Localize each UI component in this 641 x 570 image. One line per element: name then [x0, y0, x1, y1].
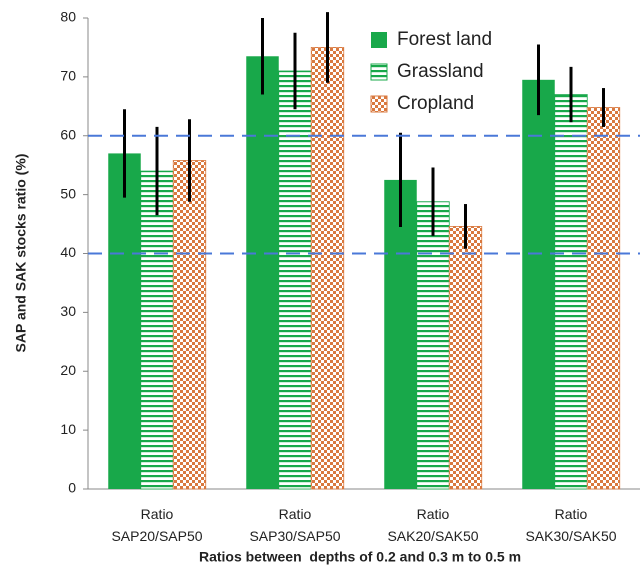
y-tick-label: 80	[60, 9, 76, 25]
y-tick-label: 40	[60, 244, 76, 260]
y-axis-label: SAP and SAK stocks ratio (%)	[13, 154, 29, 353]
bar	[554, 94, 588, 490]
bar	[310, 47, 345, 490]
bar	[586, 107, 621, 490]
bar	[172, 160, 207, 490]
x-tick-label: Ratio SAK30/SAK50	[525, 506, 616, 544]
bar	[246, 56, 279, 490]
bar	[108, 153, 141, 489]
bar	[384, 179, 417, 489]
x-tick-label: Ratio SAP20/SAP50	[111, 506, 202, 544]
y-tick-label: 30	[60, 303, 76, 319]
y-tick-label: 50	[60, 185, 76, 201]
legend-label: Cropland	[397, 93, 474, 114]
bar	[448, 226, 483, 490]
x-tick-label: Ratio SAK20/SAK50	[387, 506, 478, 544]
legend-swatch	[370, 95, 388, 113]
x-tick-label: Ratio SAP30/SAP50	[249, 506, 340, 544]
y-tick-label: 60	[60, 126, 76, 142]
y-tick-label: 70	[60, 68, 76, 84]
x-axis-label: Ratios between depths of 0.2 and 0.3 m t…	[199, 549, 521, 565]
legend-swatch	[371, 32, 387, 48]
bar	[278, 70, 312, 490]
legend-label: Forest land	[397, 29, 492, 50]
legend-swatch	[370, 63, 388, 81]
bar	[522, 79, 555, 489]
legend-label: Grassland	[397, 61, 484, 82]
y-tick-label: 0	[68, 480, 76, 496]
bar	[140, 170, 174, 490]
y-tick-label: 10	[60, 421, 76, 437]
bar	[416, 201, 450, 490]
y-tick-label: 20	[60, 362, 76, 378]
